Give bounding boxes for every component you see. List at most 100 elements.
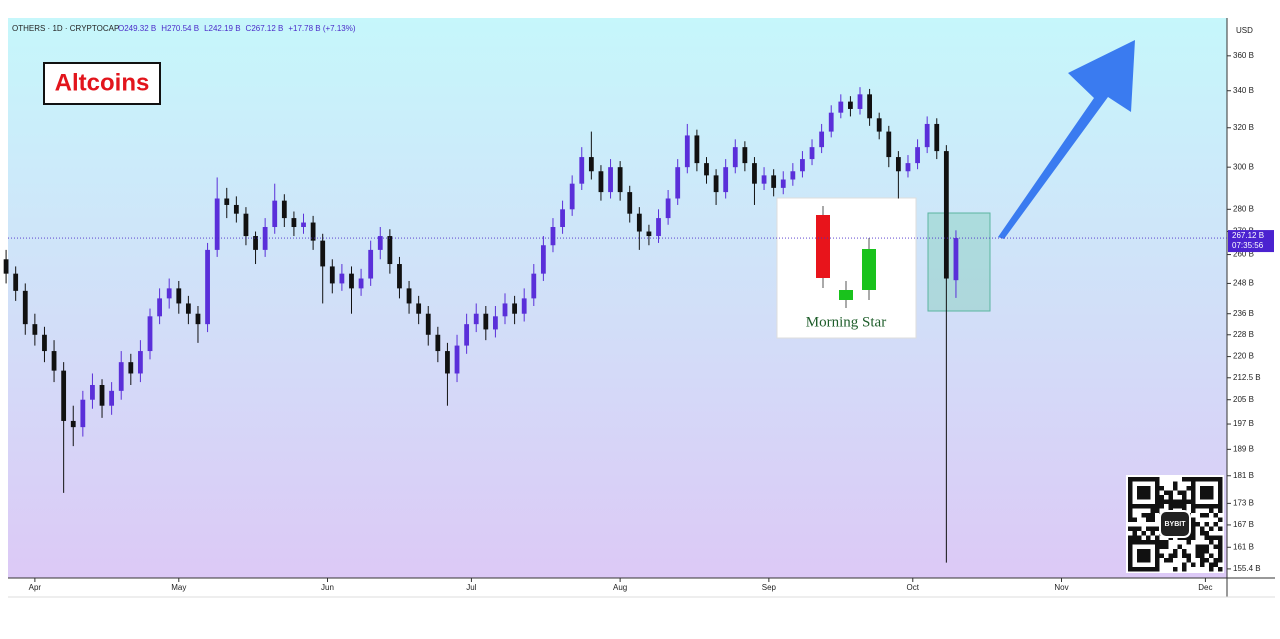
candle-body	[905, 163, 911, 172]
qr-cell	[1200, 549, 1205, 554]
qr-cell	[1164, 558, 1169, 563]
y-tick-label: 161 B	[1233, 542, 1254, 551]
candle-body	[752, 163, 757, 184]
qr-cell	[1150, 504, 1155, 509]
qr-cell	[1128, 508, 1133, 513]
qr-cell	[1209, 495, 1214, 500]
candle-body	[3, 259, 9, 274]
plot-background	[8, 18, 1227, 578]
candle-body	[838, 101, 844, 113]
y-tick-label: 167 B	[1233, 520, 1254, 529]
candle-body	[291, 218, 297, 228]
candle-body	[569, 183, 575, 210]
qr-cell	[1155, 499, 1160, 504]
qr-cell	[1141, 540, 1146, 545]
qr-cell	[1159, 499, 1164, 504]
qr-cell	[1182, 553, 1187, 558]
qr-cell	[1137, 567, 1142, 572]
candle-body	[473, 313, 479, 325]
candle-body	[51, 351, 57, 371]
candle-body	[694, 135, 700, 164]
qr-cell	[1209, 490, 1214, 495]
qr-cell	[1186, 553, 1191, 558]
qr-cell	[1195, 553, 1200, 558]
candle-body	[588, 157, 594, 172]
qr-cell	[1195, 504, 1200, 509]
y-tick-label: 228 B	[1233, 330, 1254, 339]
candle-body	[761, 175, 767, 184]
x-tick-label: May	[171, 583, 186, 592]
candle-body	[281, 200, 287, 219]
candle-body	[723, 167, 729, 193]
qr-cell	[1191, 495, 1196, 500]
currency-label: USD	[1236, 26, 1253, 35]
qr-cell	[1164, 540, 1169, 545]
qr-cell	[1209, 562, 1214, 567]
candle-body	[349, 273, 354, 289]
candle-body	[310, 222, 316, 241]
qr-cell	[1209, 508, 1214, 513]
candle-body	[675, 167, 681, 199]
qr-cell	[1218, 567, 1223, 572]
candle-body	[339, 273, 345, 284]
qr-cell	[1204, 513, 1209, 518]
candle-body	[819, 131, 825, 148]
qr-cell	[1132, 517, 1137, 522]
qr-cell	[1141, 531, 1146, 536]
qr-cell	[1155, 486, 1160, 491]
candle-body	[934, 123, 940, 152]
qr-cell	[1209, 486, 1214, 491]
candle-body	[262, 227, 268, 250]
candle-body	[953, 238, 959, 281]
candle-body	[848, 101, 853, 109]
candle-body	[185, 303, 191, 314]
qr-cell	[1173, 567, 1178, 572]
countdown-label: 07:35:56	[1232, 241, 1264, 250]
candle-body	[368, 249, 374, 279]
qr-cell	[1141, 513, 1146, 518]
candle-body	[22, 290, 28, 325]
qr-cell	[1137, 490, 1142, 495]
qr-cell	[1213, 522, 1218, 527]
candle-body	[243, 213, 249, 237]
price-axis-background	[1227, 18, 1275, 578]
qr-cell	[1132, 477, 1137, 482]
qr-cell	[1177, 490, 1182, 495]
qr-cell	[1150, 540, 1155, 545]
qr-cell	[1218, 517, 1223, 522]
qr-cell	[1146, 567, 1151, 572]
qr-cell	[1191, 490, 1196, 495]
candle-body	[780, 179, 786, 188]
qr-cell	[1200, 531, 1205, 536]
qr-cell	[1209, 540, 1214, 545]
qr-cell	[1191, 508, 1196, 513]
x-tick-label: Aug	[613, 583, 627, 592]
qr-cell	[1150, 513, 1155, 518]
qr-cell	[1141, 490, 1146, 495]
qr-cell	[1150, 477, 1155, 482]
qr-cell	[1200, 513, 1205, 518]
candle-body	[233, 204, 239, 214]
qr-cell	[1128, 504, 1133, 509]
qr-cell	[1191, 522, 1196, 527]
qr-cell	[1186, 558, 1191, 563]
qr-cell	[1132, 526, 1137, 531]
qr-cell	[1204, 544, 1209, 549]
y-tick-label: 360 B	[1233, 51, 1254, 60]
qr-cell	[1150, 567, 1155, 572]
qr-cell	[1128, 526, 1133, 531]
qr-cell	[1128, 486, 1133, 491]
qr-cell	[1155, 526, 1160, 531]
candle-body	[224, 198, 230, 205]
qr-cell	[1128, 540, 1133, 545]
qr-cell	[1168, 490, 1173, 495]
qr-cell	[1159, 486, 1164, 491]
qr-cell	[1155, 567, 1160, 572]
qr-cell	[1132, 540, 1137, 545]
qr-cell	[1155, 508, 1160, 513]
candle-body	[147, 316, 153, 352]
qr-cell	[1213, 558, 1218, 563]
qr-cell	[1132, 504, 1137, 509]
qr-code: BYBIT	[1126, 475, 1224, 573]
